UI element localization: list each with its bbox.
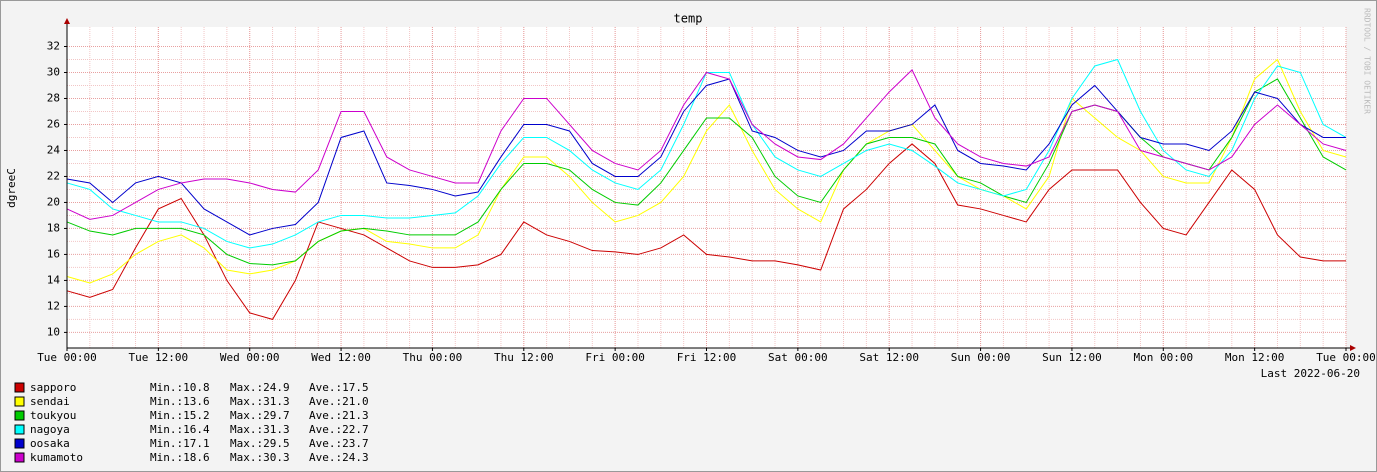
legend-stat: Min.:18.6	[150, 451, 210, 464]
axes: 10 12 14 16 18 20 22 24 26 28 30 32 Tue 00:00 Tue 12:…	[37, 18, 1376, 364]
legend-stat: Min.:16.4	[150, 423, 210, 436]
x-tick-label: Mon 00:00	[1133, 351, 1193, 364]
x-tick-label: Wed 12:00	[311, 351, 371, 364]
x-tick-label: Tue 00:00	[37, 351, 97, 364]
legend-stat: Min.:10.8	[150, 381, 210, 394]
watermark: RRDTOOL / TOBI OETIKER	[1363, 8, 1372, 114]
footer: Last 2022-06-20	[1261, 367, 1360, 380]
y-tick-label: 24	[47, 143, 61, 156]
y-tick-label: 10	[47, 325, 60, 338]
legend-stat: Max.:24.9	[230, 381, 290, 394]
x-tick-label: Sun 12:00	[1042, 351, 1102, 364]
legend-stat: Ave.:21.3	[309, 409, 369, 422]
legend: sapporo Min.:10.8 Max.:24.9 Ave.:17.5 sendai…	[14, 381, 369, 464]
legend-stat: Ave.:24.3	[309, 451, 369, 464]
legend-stat: Ave.:21.0	[309, 395, 369, 408]
y-tick-label: 22	[47, 169, 60, 182]
legend-stat: Min.:17.1	[150, 437, 210, 450]
legend-label: sapporo	[30, 381, 76, 394]
x-arrow	[1350, 345, 1356, 351]
y-tick-label: 16	[47, 247, 60, 260]
legend-swatch	[14, 382, 25, 393]
y-tick-label: 28	[47, 91, 60, 104]
x-tick-label: Sun 00:00	[951, 351, 1011, 364]
chart-title: temp	[674, 12, 703, 26]
series-line	[66, 78, 1346, 236]
x-tick-label: Sat 00:00	[768, 351, 828, 364]
x-tick-label: Fri 00:00	[585, 351, 645, 364]
legend-swatch	[14, 410, 25, 421]
legend-stat: Ave.:22.7	[309, 423, 369, 436]
legend-stat: Max.:30.3	[230, 451, 290, 464]
legend-swatch	[14, 452, 25, 463]
y-tick-label: 14	[47, 273, 61, 286]
legend-label: sendai	[30, 395, 70, 408]
series-line	[66, 69, 1347, 220]
x-tick-label: Tue 12:00	[129, 351, 189, 364]
lines	[66, 58, 1347, 320]
x-tick-label: Wed 00:00	[220, 351, 280, 364]
grid	[66, 27, 1347, 348]
legend-label: oosaka	[30, 437, 70, 450]
legend-stat: Max.:31.3	[230, 395, 290, 408]
legend-stat: Min.:13.6	[150, 395, 210, 408]
legend-label: nagoya	[30, 423, 70, 436]
legend-label: kumamoto	[30, 451, 83, 464]
legend-label: toukyou	[30, 409, 76, 422]
x-tick-label: Tue 00:00	[1316, 351, 1376, 364]
legend-stat: Ave.:17.5	[309, 381, 369, 394]
x-tick-label: Thu 12:00	[494, 351, 554, 364]
y-axis-label: dgreeC	[5, 168, 18, 208]
y-tick-label: 20	[47, 195, 60, 208]
y-tick-label: 32	[47, 39, 60, 52]
series-line	[66, 58, 1347, 284]
legend-swatch	[14, 396, 25, 407]
x-tick-label: Thu 00:00	[403, 351, 463, 364]
legend-stat: Max.:29.5	[230, 437, 290, 450]
legend-swatch	[14, 438, 25, 449]
x-tick-label: Sat 12:00	[859, 351, 919, 364]
y-tick-label: 30	[47, 65, 60, 78]
legend-stat: Min.:15.2	[150, 409, 210, 422]
y-tick-label: 12	[47, 299, 60, 312]
x-tick-label: Fri 12:00	[677, 351, 737, 364]
y-tick-label: 18	[47, 221, 60, 234]
y-tick-label: 26	[47, 117, 60, 130]
legend-stat: Ave.:23.7	[309, 437, 369, 450]
legend-swatch	[14, 424, 25, 435]
legend-stat: Max.:29.7	[230, 409, 290, 422]
legend-stat: Max.:31.3	[230, 423, 290, 436]
x-tick-label: Mon 12:00	[1225, 351, 1285, 364]
y-arrow	[64, 18, 70, 24]
series-line	[66, 143, 1346, 320]
